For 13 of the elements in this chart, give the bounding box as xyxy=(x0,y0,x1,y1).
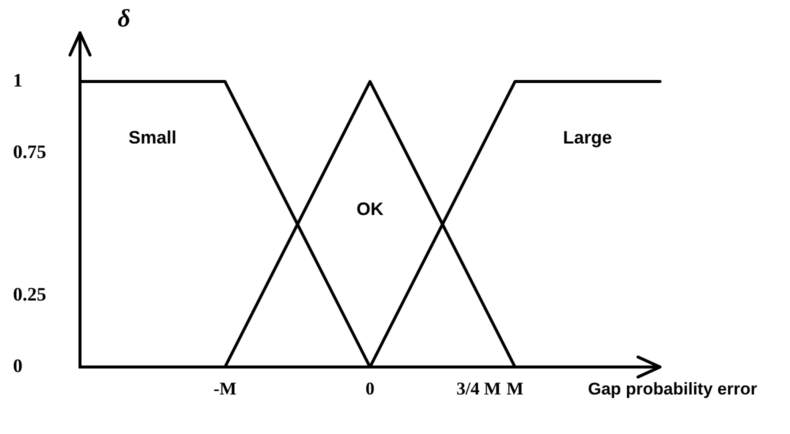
text: Small xyxy=(128,128,177,148)
text: Large xyxy=(562,128,612,148)
y-tick-label: 0.75 xyxy=(13,142,46,163)
text: OK xyxy=(356,198,384,219)
y-tick-label: 0.25 xyxy=(13,284,46,306)
y-axis-title: δ xyxy=(118,5,131,32)
y-tick-label: 1 xyxy=(13,70,22,92)
x-tick-label: 0 xyxy=(366,378,374,398)
x-tick-label: M xyxy=(506,378,524,398)
x-tick-label: -M xyxy=(214,378,236,398)
x-tick-label: 3/4 M xyxy=(456,378,501,398)
y-tick-label: 0 xyxy=(13,356,22,377)
x-axis-title: Gap probability error xyxy=(588,380,758,399)
